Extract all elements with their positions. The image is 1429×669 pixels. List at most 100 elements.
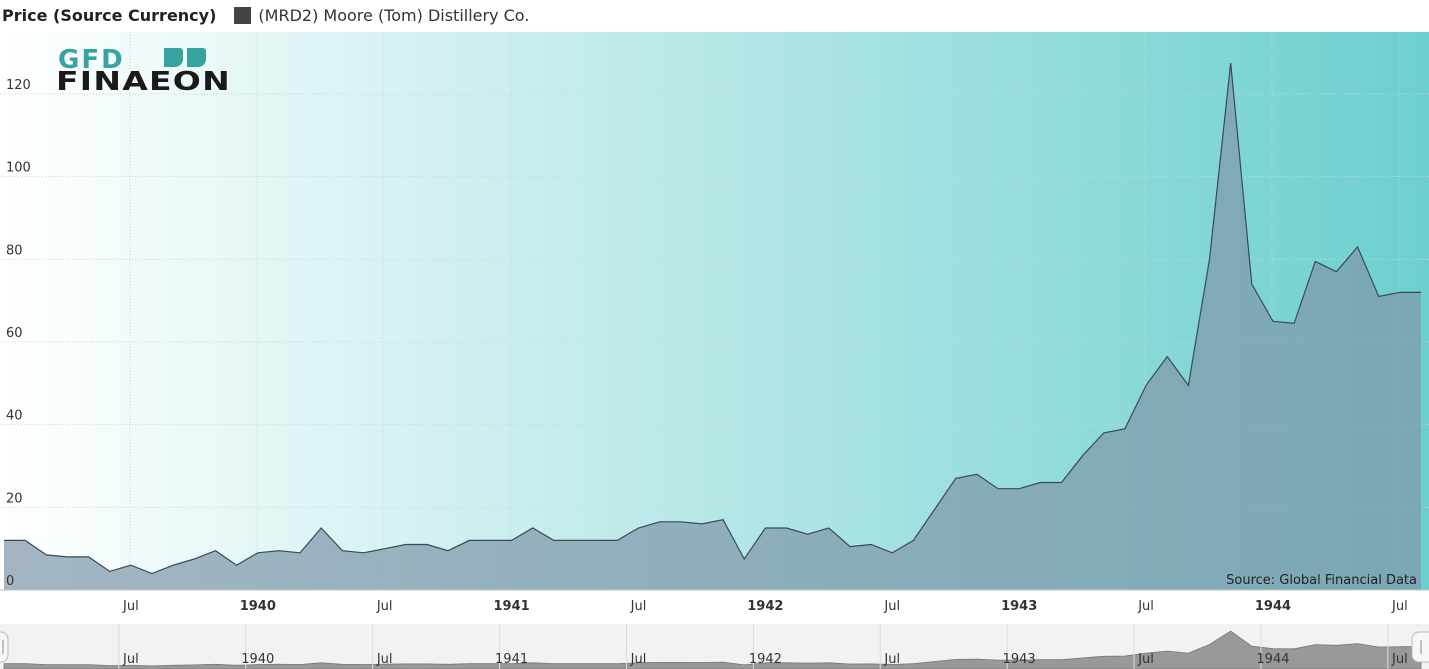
data-point[interactable] <box>424 542 430 548</box>
data-point[interactable] <box>995 486 1001 492</box>
data-point[interactable] <box>784 525 790 531</box>
data-point[interactable] <box>910 537 916 543</box>
data-point[interactable] <box>1312 258 1318 264</box>
series-line[interactable] <box>4 62 1421 575</box>
data-point[interactable] <box>1037 480 1043 486</box>
data-point[interactable] <box>741 556 747 562</box>
data-point[interactable] <box>551 537 557 543</box>
x-tick-label: Jul <box>630 599 647 614</box>
data-point[interactable] <box>953 475 959 481</box>
data-point[interactable] <box>1355 244 1361 250</box>
data-point[interactable] <box>1 537 7 543</box>
data-point[interactable] <box>1291 320 1297 326</box>
x-tick-label: 1944 <box>1255 599 1291 614</box>
x-tick-label: Jul <box>883 599 900 614</box>
data-point[interactable] <box>1249 281 1255 287</box>
series-area-fill <box>4 63 1421 590</box>
navigator[interactable]: Jul 1940 Jul 1941 Jul 1942 Jul 1943 Jul 1944 Jul <box>0 624 1429 669</box>
navigator-tick-label: 1944 <box>1256 652 1289 667</box>
data-point[interactable] <box>255 550 261 556</box>
logo-leaf-icon <box>164 48 183 67</box>
data-point[interactable] <box>699 521 705 527</box>
legend-series-name[interactable]: (MRD2) Moore (Tom) Distillery Co. <box>258 5 530 25</box>
data-point[interactable] <box>86 554 92 560</box>
data-point[interactable] <box>64 554 70 560</box>
data-point[interactable] <box>1016 486 1022 492</box>
source-label: Source: Global Financial Data <box>1226 573 1417 588</box>
data-point[interactable] <box>509 537 515 543</box>
data-point[interactable] <box>1059 480 1065 486</box>
data-point[interactable] <box>720 517 726 523</box>
data-point[interactable] <box>636 525 642 531</box>
y-tick-label: 20 <box>6 491 23 506</box>
data-point[interactable] <box>1143 382 1149 388</box>
data-point[interactable] <box>43 552 49 558</box>
data-point[interactable] <box>1376 294 1382 300</box>
data-point[interactable] <box>466 537 472 543</box>
data-point[interactable] <box>403 542 409 548</box>
y-axis: 0 20 40 60 80 100 120 <box>6 78 31 589</box>
x-tick-label: 1940 <box>240 599 276 614</box>
data-point[interactable] <box>318 525 324 531</box>
data-point[interactable] <box>1101 430 1107 436</box>
logo-text-finaeon: FINAEON <box>56 67 231 97</box>
y-tick-label: 40 <box>6 409 23 424</box>
data-point[interactable] <box>826 525 832 531</box>
data-point[interactable] <box>762 525 768 531</box>
data-point[interactable] <box>487 537 493 543</box>
data-point[interactable] <box>868 542 874 548</box>
data-point[interactable] <box>361 550 367 556</box>
data-point[interactable] <box>339 548 345 554</box>
data-point[interactable] <box>572 537 578 543</box>
data-point[interactable] <box>22 537 28 543</box>
data-point[interactable] <box>932 506 938 512</box>
data-point[interactable] <box>1185 382 1191 388</box>
navigator-series <box>3 630 1422 669</box>
navigator-tick-label: Jul <box>883 652 900 667</box>
data-point[interactable] <box>382 546 388 552</box>
data-point[interactable] <box>889 550 895 556</box>
data-point[interactable] <box>128 562 134 568</box>
data-point[interactable] <box>1228 60 1234 66</box>
data-point[interactable] <box>170 562 176 568</box>
y-tick-label: 0 <box>6 574 14 589</box>
data-point[interactable] <box>1270 318 1276 324</box>
x-tick-label: 1943 <box>1001 599 1037 614</box>
data-point[interactable] <box>1164 354 1170 360</box>
data-point[interactable] <box>234 562 240 568</box>
data-point[interactable] <box>847 544 853 550</box>
data-point[interactable] <box>276 548 282 554</box>
logo-leaf-icon <box>187 48 206 67</box>
data-point[interactable] <box>805 531 811 537</box>
y-tick-label: 80 <box>6 243 23 258</box>
data-point[interactable] <box>1397 289 1403 295</box>
navigator-left-handle[interactable] <box>0 631 9 663</box>
data-point[interactable] <box>657 519 663 525</box>
navigator-tick-label: 1943 <box>1003 652 1036 667</box>
x-tick-label: 1942 <box>747 599 783 614</box>
chart-legend: Price (Source Currency) (MRD2) Moore (To… <box>0 0 1429 30</box>
x-tick-label: Jul <box>122 599 139 614</box>
data-point[interactable] <box>107 568 113 574</box>
data-point[interactable] <box>614 537 620 543</box>
area-series[interactable] <box>0 60 1429 591</box>
data-point[interactable] <box>1080 453 1086 459</box>
data-point[interactable] <box>191 556 197 562</box>
data-point[interactable] <box>974 471 980 477</box>
data-point[interactable] <box>297 550 303 556</box>
data-point[interactable] <box>1207 256 1213 262</box>
data-point[interactable] <box>445 548 451 554</box>
data-point[interactable] <box>1333 269 1339 275</box>
legend-swatch[interactable] <box>234 6 252 24</box>
data-point[interactable] <box>1418 289 1424 295</box>
data-point[interactable] <box>213 548 219 554</box>
data-point[interactable] <box>678 519 684 525</box>
data-point[interactable] <box>1122 426 1128 432</box>
navigator-tick-label: 1940 <box>241 652 274 667</box>
data-point[interactable] <box>593 537 599 543</box>
navigator-tick-label: Jul <box>1137 652 1154 667</box>
data-point[interactable] <box>530 525 536 531</box>
data-point[interactable] <box>149 571 155 577</box>
